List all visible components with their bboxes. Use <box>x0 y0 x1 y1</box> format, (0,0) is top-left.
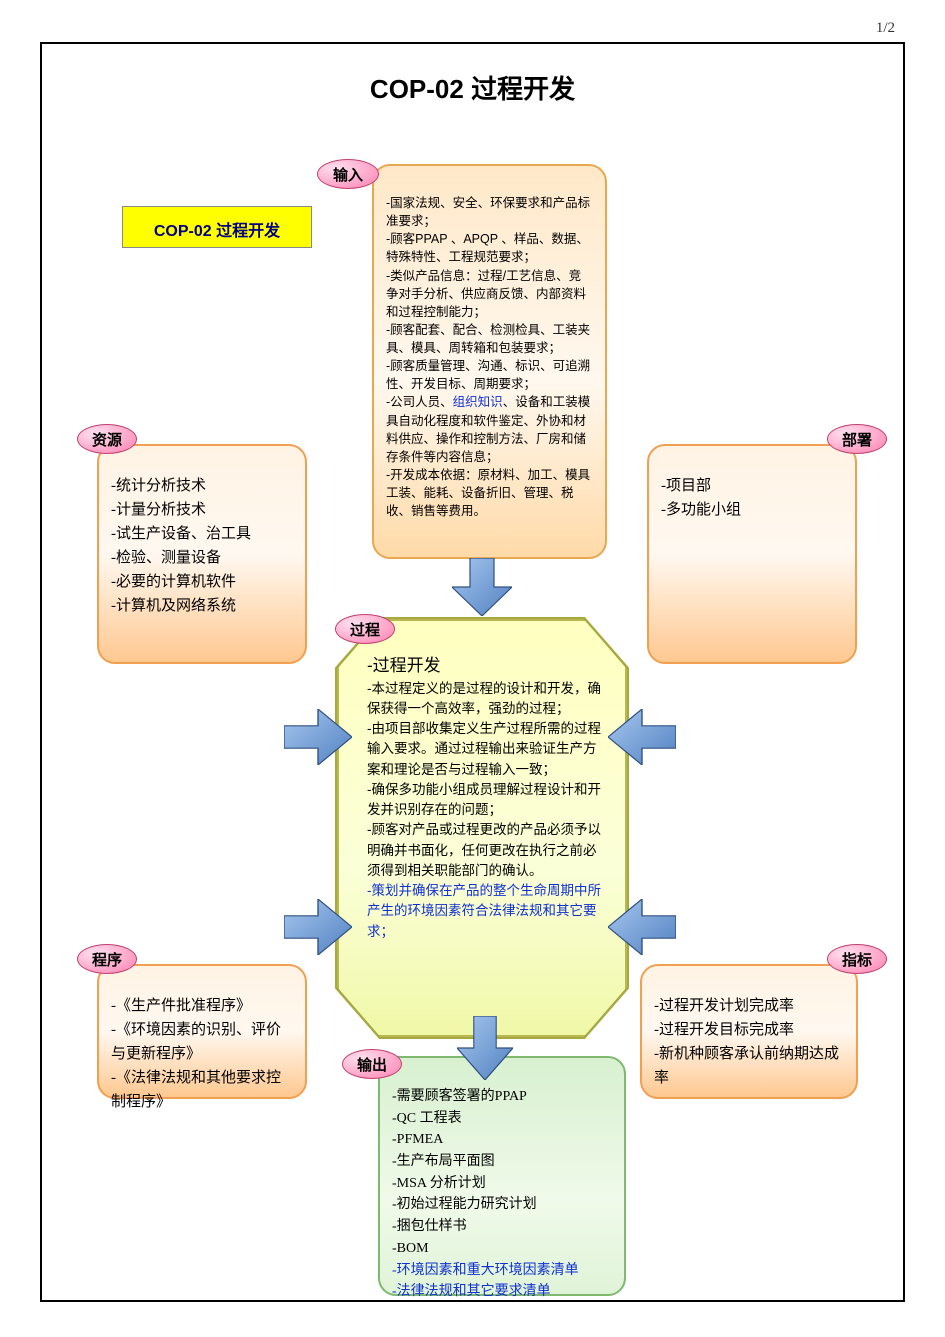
text-line: -顾客对产品或过程更改的产品必须予以明确并书面化，任何更改在执行之前必须得到相关… <box>367 820 605 881</box>
text-line: -QC 工程表 <box>392 1108 612 1130</box>
text-line: -本过程定义的是过程的设计和开发，确保获得一个高效率，强劲的过程； <box>367 679 605 720</box>
label-input: 输入 <box>317 159 379 189</box>
text-line: -试生产设备、治工具 <box>111 522 293 546</box>
text-line: -法律法规和其它要求清单 <box>392 1281 612 1303</box>
box-resource: -统计分析技术-计量分析技术-试生产设备、治工具-检验、测量设备-必要的计算机软… <box>97 444 307 664</box>
text-line: -检验、测量设备 <box>111 546 293 570</box>
arrow-metric-to-process <box>608 899 676 955</box>
text-line: -策划并确保在产品的整个生命周期中所产生的环境因素符合法律法规和其它要求； <box>367 881 605 942</box>
text-line: -类似产品信息：过程/工艺信息、竞争对手分析、供应商反馈、内部资料和过程控制能力… <box>386 267 593 321</box>
text-line: -统计分析技术 <box>111 474 293 498</box>
text-line: -捆包仕样书 <box>392 1216 612 1238</box>
text-line: -BOM <box>392 1238 612 1260</box>
text-line: -国家法规、安全、环保要求和产品标准要求； <box>386 194 593 230</box>
text-line: -开发成本依据：原材料、加工、模具工装、能耗、设备折旧、管理、税收、销售等费用。 <box>386 466 593 520</box>
box-metric: -过程开发计划完成率-过程开发目标完成率-新机种顾客承认前纳期达成率 <box>640 964 858 1099</box>
text-line: -项目部 <box>661 474 843 498</box>
box-deploy: -项目部-多功能小组 <box>647 444 857 664</box>
text-line: -过程开发目标完成率 <box>654 1018 844 1042</box>
page-number: 1/2 <box>0 0 945 42</box>
text-line: -计量分析技术 <box>111 498 293 522</box>
arrow-input-to-process <box>452 558 512 616</box>
label-resource: 资源 <box>77 424 137 454</box>
label-metric: 指标 <box>827 944 887 974</box>
arrow-procedure-to-process <box>284 899 352 955</box>
main-title: COP-02 过程开发 <box>42 44 903 116</box>
text-line: -由项目部收集定义生产过程所需的过程输入要求。通过过程输出来验证生产方案和理论是… <box>367 719 605 780</box>
diagram-frame: COP-02 过程开发 COP-02 过程开发 输入 资源 部署 过程 程序 指… <box>40 42 905 1302</box>
arrow-process-to-output <box>457 1016 513 1080</box>
text-line: -初始过程能力研究计划 <box>392 1194 612 1216</box>
text-line: -环境因素和重大环境因素清单 <box>392 1260 612 1282</box>
text-line: -生产布局平面图 <box>392 1151 612 1173</box>
label-process: 过程 <box>335 614 395 644</box>
label-output: 输出 <box>342 1049 402 1079</box>
text-line: -顾客配套、配合、检测检具、工装夹具、模具、周转箱和包装要求； <box>386 321 593 357</box>
box-input: -国家法规、安全、环保要求和产品标准要求；-顾客PPAP 、APQP 、样品、数… <box>372 164 607 559</box>
text-line: -顾客PPAP 、APQP 、样品、数据、特殊特性、工程规范要求； <box>386 230 593 266</box>
text-line: -MSA 分析计划 <box>392 1173 612 1195</box>
label-procedure: 程序 <box>77 944 137 974</box>
text-line: -《法律法规和其他要求控制程序》 <box>111 1066 293 1114</box>
text-line: -多功能小组 <box>661 498 843 522</box>
title-yellow-box: COP-02 过程开发 <box>122 206 312 248</box>
text-line: -需要顾客签署的PPAP <box>392 1086 612 1108</box>
text-line: -PFMEA <box>392 1129 612 1151</box>
text-line: -《环境因素的识别、评价与更新程序》 <box>111 1018 293 1066</box>
text-line: -确保多功能小组成员理解过程设计和开发并识别存在的问题； <box>367 780 605 821</box>
box-output: -需要顾客签署的PPAP-QC 工程表-PFMEA-生产布局平面图-MSA 分析… <box>378 1056 626 1296</box>
process-octagon: -过程开发-本过程定义的是过程的设计和开发，确保获得一个高效率，强劲的过程；-由… <box>337 619 627 1037</box>
arrow-resource-to-process <box>284 709 352 765</box>
text-line: -《生产件批准程序》 <box>111 994 293 1018</box>
arrow-deploy-to-process <box>608 709 676 765</box>
text-line: -公司人员、组织知识、设备和工装模具自动化程度和软件鉴定、外协和材料供应、操作和… <box>386 393 593 466</box>
text-line: -过程开发计划完成率 <box>654 994 844 1018</box>
box-procedure: -《生产件批准程序》-《环境因素的识别、评价与更新程序》-《法律法规和其他要求控… <box>97 964 307 1099</box>
text-line: -新机种顾客承认前纳期达成率 <box>654 1042 844 1090</box>
text-line: -必要的计算机软件 <box>111 570 293 594</box>
text-line: -过程开发 <box>367 653 605 679</box>
label-deploy: 部署 <box>827 424 887 454</box>
text-line: -计算机及网络系统 <box>111 594 293 618</box>
text-line: -顾客质量管理、沟通、标识、可追溯性、开发目标、周期要求； <box>386 357 593 393</box>
